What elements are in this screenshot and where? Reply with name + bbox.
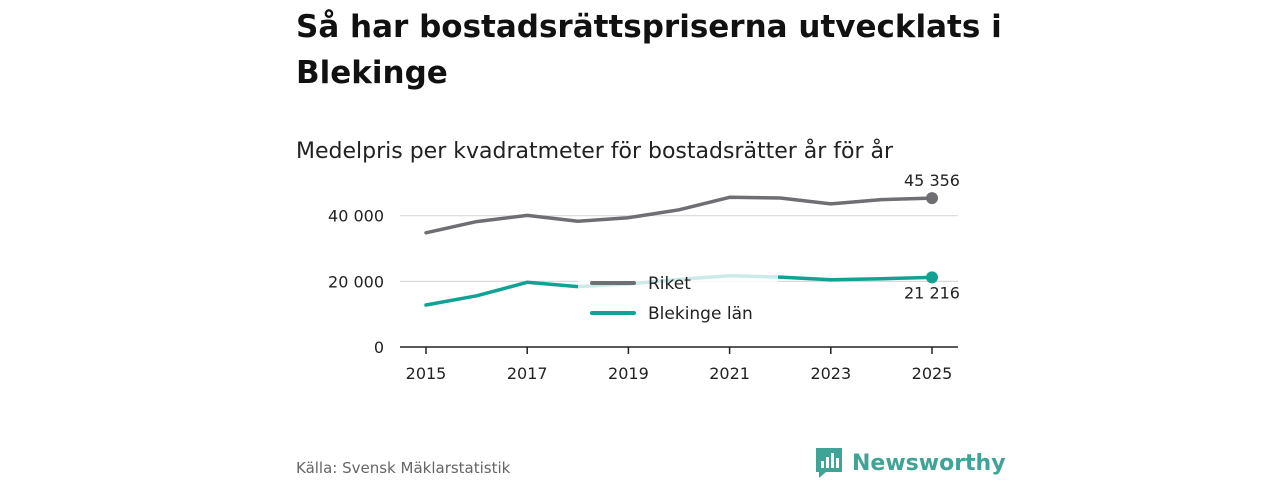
x-tick-label: 2023: [810, 364, 851, 383]
y-tick-label: 0: [374, 338, 384, 357]
source-note: Källa: Svensk Mäklarstatistik: [296, 459, 511, 477]
legend-label: Blekinge län: [648, 304, 753, 324]
end-value-label: 21 216: [904, 283, 960, 302]
end-value-label: 45 356: [904, 171, 960, 190]
y-tick-label: 20 000: [328, 272, 384, 291]
x-tick-label: 2025: [912, 364, 953, 383]
newsworthy-logo-icon: [816, 448, 842, 478]
y-tick-label: 40 000: [328, 207, 384, 226]
end-point-marker: [926, 192, 938, 205]
x-tick-label: 2017: [507, 364, 548, 383]
x-tick-label: 2021: [709, 364, 750, 383]
x-tick-label: 2015: [406, 364, 447, 383]
end-point-marker: [926, 271, 938, 284]
series-line-riket: [424, 195, 934, 235]
legend-label: Riket: [648, 274, 691, 294]
brand-logo: Newsworthy: [814, 446, 1006, 480]
legend-backdrop: [578, 266, 778, 326]
x-tick-label: 2019: [608, 364, 649, 383]
chart-title: Så har bostadsrättspriserna utvecklats i…: [296, 9, 1002, 91]
brand-name: Newsworthy: [852, 450, 1006, 476]
chart-subtitle: Medelpris per kvadratmeter för bostadsrä…: [296, 139, 894, 164]
